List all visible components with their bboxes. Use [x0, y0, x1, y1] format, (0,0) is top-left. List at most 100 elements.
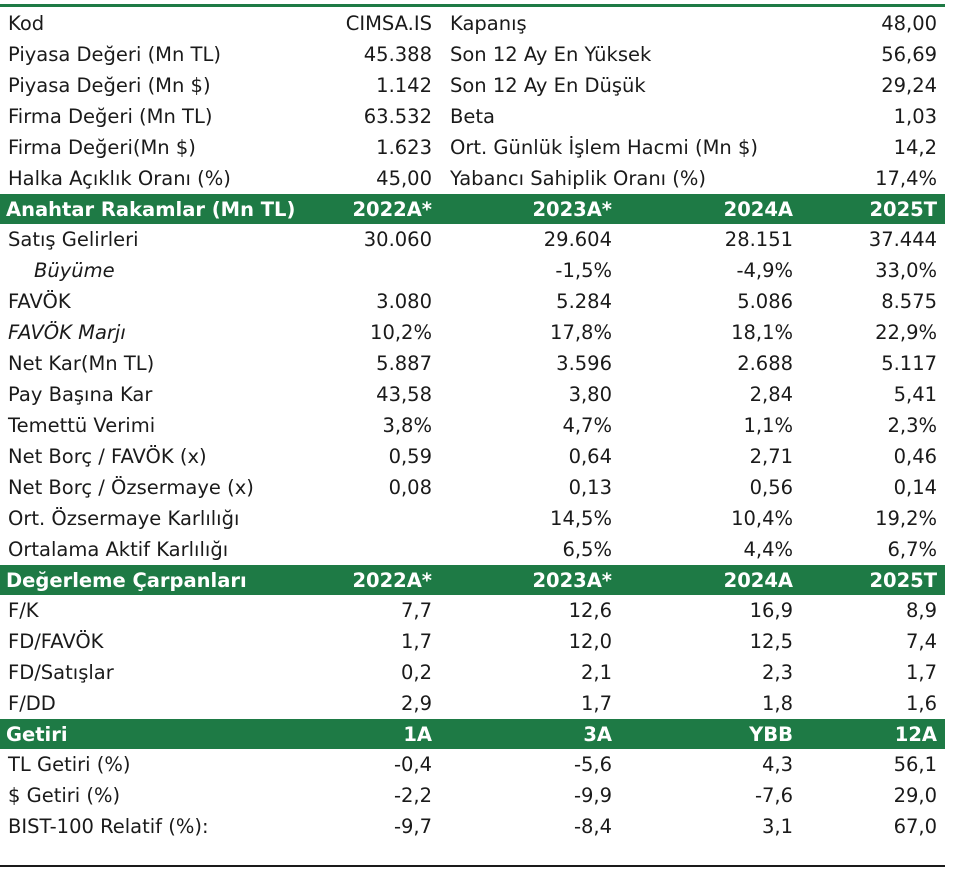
- table-row: Büyüme -1,5% -4,9% 33,0%: [0, 255, 945, 286]
- summary-value: CIMSA.IS: [345, 12, 432, 35]
- cell-value: 5.887: [376, 352, 432, 375]
- row-label: $ Getiri (%): [8, 784, 121, 807]
- summary-label: Piyasa Değeri (Mn TL): [8, 43, 221, 66]
- summary-row: Piyasa Değeri (Mn TL) 45.388 Son 12 Ay E…: [0, 39, 945, 70]
- column-header: 2022A*: [340, 194, 436, 224]
- summary-label: Piyasa Değeri (Mn $): [8, 74, 211, 97]
- cell-value: 3,8%: [382, 414, 432, 437]
- cell-value: 0,64: [568, 445, 612, 468]
- row-label: Büyüme: [34, 259, 115, 282]
- table-row: FAVÖK 3.080 5.284 5.086 8.575: [0, 286, 945, 317]
- cell-value: -7,6: [754, 784, 794, 807]
- multiples-header: Değerleme Çarpanları 2022A* 2023A* 2024A…: [0, 565, 946, 595]
- section-title: Getiri: [0, 719, 340, 749]
- table-row: Net Kar(Mn TL) 5.887 3.596 2.688 5.117: [0, 348, 945, 379]
- cell-value: 1,1%: [743, 414, 794, 437]
- top-rule: [0, 4, 945, 7]
- summary-value: 63.532: [363, 105, 432, 128]
- cell-value: 43,58: [376, 383, 432, 406]
- table-row: Net Borç / FAVÖK (x) 0,59 0,64 2,71 0,46: [0, 441, 945, 472]
- column-header: 3A: [436, 719, 616, 749]
- cell-value: 5.086: [737, 290, 794, 313]
- row-label: Ortalama Aktif Karlılığı: [8, 538, 229, 561]
- cell-value: 0,56: [749, 476, 794, 499]
- cell-value: 67,0: [893, 815, 938, 838]
- summary-label: Firma Değeri(Mn $): [8, 136, 196, 159]
- cell-value: -2,2: [393, 784, 432, 807]
- summary-value: 45.388: [363, 43, 432, 66]
- row-label: Satış Gelirleri: [8, 228, 139, 251]
- table-row: FAVÖK Marjı 10,2% 17,8% 18,1% 22,9%: [0, 317, 945, 348]
- summary-value: 29,24: [881, 74, 938, 97]
- cell-value: 18,1%: [731, 321, 794, 344]
- table-row: Temettü Verimi 3,8% 4,7% 1,1% 2,3%: [0, 410, 945, 441]
- summary-label: Firma Değeri (Mn TL): [8, 105, 213, 128]
- cell-value: -8,4: [573, 815, 612, 838]
- returns-header: Getiri 1A 3A YBB 12A: [0, 719, 946, 749]
- cell-value: -5,6: [573, 753, 612, 776]
- summary-label: Son 12 Ay En Düşük: [450, 74, 646, 97]
- cell-value: 7,4: [906, 630, 938, 653]
- cell-value: 8,9: [906, 599, 938, 622]
- table-row: FD/Satışlar 0,2 2,1 2,3 1,7: [0, 657, 945, 688]
- cell-value: 2,71: [749, 445, 794, 468]
- cell-value: 2,9: [400, 692, 432, 715]
- table-row: Ort. Özsermaye Karlılığı 14,5% 10,4% 19,…: [0, 503, 945, 534]
- summary-value: 1.142: [376, 74, 432, 97]
- row-label: FAVÖK Marjı: [8, 321, 126, 344]
- column-header: 2023A*: [436, 565, 616, 595]
- section-title: Anahtar Rakamlar (Mn TL): [0, 194, 340, 224]
- cell-value: 0,08: [388, 476, 432, 499]
- cell-value: 2.688: [737, 352, 794, 375]
- row-label: Pay Başına Kar: [8, 383, 153, 406]
- cell-value: 1,6: [906, 692, 938, 715]
- cell-value: 28.151: [724, 228, 794, 251]
- summary-label: Kapanış: [450, 12, 527, 35]
- summary-row: Kod CIMSA.IS Kapanış 48,00: [0, 8, 945, 39]
- cell-value: 2,3: [762, 661, 794, 684]
- cell-value: 3.080: [376, 290, 432, 313]
- cell-value: 2,84: [749, 383, 794, 406]
- cell-value: 1,7: [906, 661, 938, 684]
- row-label: FD/Satışlar: [8, 661, 114, 684]
- row-label: BIST-100 Relatif (%):: [8, 815, 209, 838]
- cell-value: 8.575: [881, 290, 938, 313]
- row-label: F/DD: [8, 692, 56, 715]
- row-label: Net Kar(Mn TL): [8, 352, 155, 375]
- summary-row: Firma Değeri(Mn $) 1.623 Ort. Günlük İşl…: [0, 132, 945, 163]
- cell-value: 1,7: [580, 692, 612, 715]
- key-figures-header: Anahtar Rakamlar (Mn TL) 2022A* 2023A* 2…: [0, 194, 946, 224]
- cell-value: 4,7%: [562, 414, 612, 437]
- cell-value: 10,4%: [731, 507, 794, 530]
- column-header: 12A: [797, 719, 946, 749]
- cell-value: [340, 503, 436, 534]
- cell-value: 12,5: [749, 630, 794, 653]
- cell-value: 17,8%: [550, 321, 612, 344]
- cell-value: 0,2: [400, 661, 432, 684]
- cell-value: 7,7: [400, 599, 432, 622]
- summary-label: Kod: [8, 12, 45, 35]
- cell-value: 5,41: [893, 383, 938, 406]
- cell-value: -9,9: [573, 784, 612, 807]
- column-header: 2024A: [616, 194, 798, 224]
- cell-value: -1,5%: [555, 259, 612, 282]
- column-header: 2025T: [797, 194, 946, 224]
- cell-value: 10,2%: [370, 321, 432, 344]
- row-label: Ort. Özsermaye Karlılığı: [8, 507, 240, 530]
- cell-value: [340, 255, 436, 286]
- summary-value: 1.623: [376, 136, 432, 159]
- cell-value: 0,46: [893, 445, 938, 468]
- cell-value: 5.284: [556, 290, 612, 313]
- column-header: 2023A*: [436, 194, 616, 224]
- summary-label: Ort. Günlük İşlem Hacmi (Mn $): [450, 136, 758, 159]
- cell-value: 1,7: [400, 630, 432, 653]
- cell-value: 14,5%: [550, 507, 612, 530]
- cell-value: 29,0: [893, 784, 938, 807]
- column-header: 2025T: [797, 565, 946, 595]
- cell-value: 56,1: [893, 753, 938, 776]
- table-row: F/DD 2,9 1,7 1,8 1,6: [0, 688, 945, 719]
- column-header: YBB: [616, 719, 798, 749]
- cell-value: 3.596: [556, 352, 612, 375]
- cell-value: -0,4: [393, 753, 432, 776]
